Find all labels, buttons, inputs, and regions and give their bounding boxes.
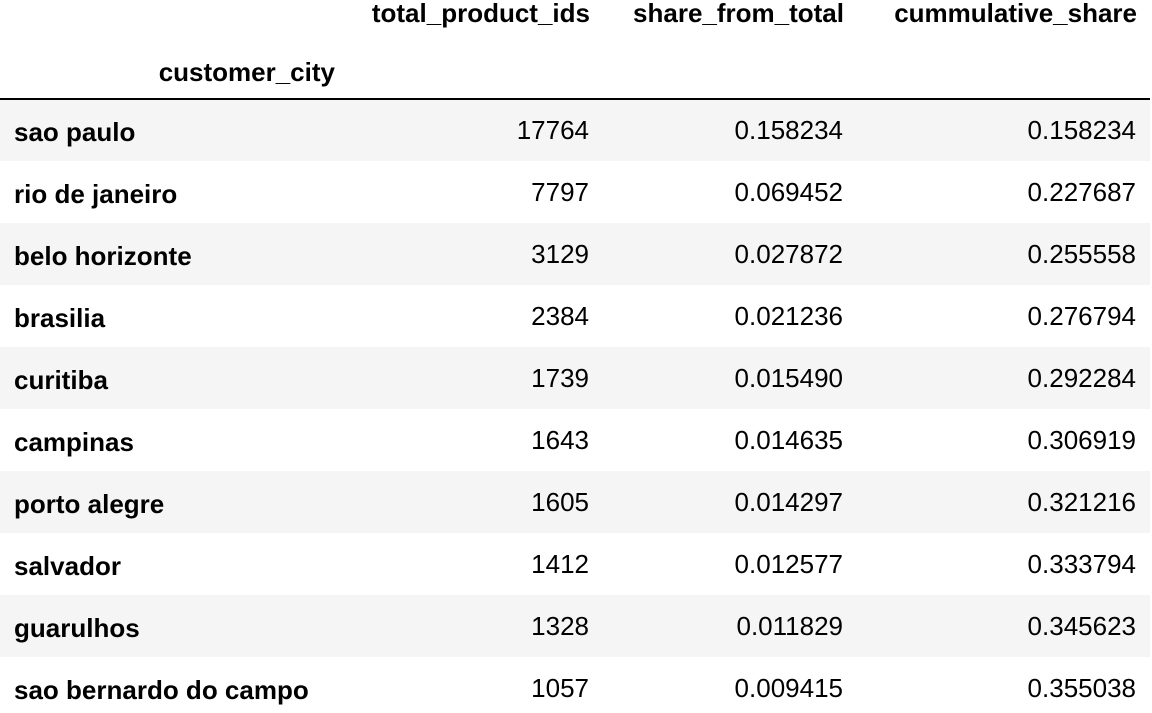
table-row: guarulhos 1328 0.011829 0.345623 (0, 595, 1150, 657)
cell-share-from-total: 0.014635 (734, 424, 843, 455)
row-index-city: campinas (14, 426, 134, 457)
column-header-row: total_product_ids share_from_total cummu… (0, 0, 1150, 26)
cell-total-product-ids: 1412 (531, 548, 589, 579)
column-header-total-product-ids: total_product_ids (371, 0, 590, 28)
cell-share-from-total: 0.011829 (736, 610, 843, 641)
cell-total-product-ids: 3129 (531, 238, 589, 269)
cell-cummulative-share: 0.276794 (1027, 300, 1136, 331)
cell-cummulative-share: 0.306919 (1027, 424, 1136, 455)
cell-total-product-ids: 1643 (531, 424, 589, 455)
cell-total-product-ids: 1605 (531, 486, 589, 517)
row-index-city: belo horizonte (14, 240, 192, 271)
table-row: porto alegre 1605 0.014297 0.321216 (0, 471, 1150, 533)
row-index-city: sao paulo (14, 117, 136, 147)
cell-share-from-total: 0.069452 (734, 176, 843, 207)
column-header-cummulative-share: cummulative_share (894, 0, 1137, 28)
cell-cummulative-share: 0.227687 (1027, 176, 1136, 207)
row-index-city: curitiba (14, 364, 108, 395)
cell-cummulative-share: 0.158234 (1027, 115, 1136, 145)
cell-cummulative-share: 0.292284 (1027, 362, 1136, 393)
cell-share-from-total: 0.158234 (734, 115, 843, 145)
cell-total-product-ids: 1057 (531, 672, 589, 703)
cell-share-from-total: 0.009415 (734, 672, 843, 703)
cell-cummulative-share: 0.333794 (1027, 548, 1136, 579)
table-body: sao paulo 17764 0.158234 0.158234 rio de jan… (0, 99, 1150, 713)
cell-total-product-ids: 7797 (531, 176, 589, 207)
cell-share-from-total: 0.014297 (734, 486, 843, 517)
cell-cummulative-share: 0.321216 (1027, 486, 1136, 517)
row-index-city: brasilia (14, 302, 106, 333)
cell-total-product-ids: 1328 (531, 610, 589, 641)
table-row: salvador 1412 0.012577 0.333794 (0, 533, 1150, 595)
table-row: brasilia 2384 0.021236 0.276794 (0, 285, 1150, 347)
cell-share-from-total: 0.012577 (734, 548, 843, 579)
cell-total-product-ids: 1739 (531, 362, 589, 393)
row-index-city: porto alegre (14, 488, 165, 519)
cell-share-from-total: 0.027872 (734, 238, 843, 269)
table-row: sao bernardo do campo 1057 0.009415 0.35503… (0, 657, 1150, 713)
table-row: rio de janeiro 7797 0.069452 0.227687 (0, 161, 1150, 223)
blank-corner-cell (0, 0, 349, 26)
table-row: campinas 1643 0.014635 0.306919 (0, 409, 1150, 471)
table-row: sao paulo 17764 0.158234 0.158234 (0, 99, 1150, 161)
index-name-header: customer_city (0, 26, 349, 100)
index-row-blank-cell (857, 26, 1150, 100)
table-row: belo horizonte 3129 0.027872 0.255558 (0, 223, 1150, 285)
index-row-blank-cell (603, 26, 857, 100)
cell-share-from-total: 0.015490 (734, 362, 843, 393)
index-name-row: customer_city (0, 26, 1150, 100)
cell-cummulative-share: 0.255558 (1027, 238, 1136, 269)
row-index-city: sao bernardo do campo (14, 674, 309, 705)
index-row-blank-cell (349, 26, 603, 100)
cell-total-product-ids: 2384 (531, 300, 589, 331)
row-index-city: rio de janeiro (14, 178, 178, 209)
row-index-city: salvador (14, 550, 121, 581)
row-index-city: guarulhos (14, 612, 140, 643)
cell-share-from-total: 0.021236 (734, 300, 843, 331)
table-header: total_product_ids share_from_total cummu… (0, 0, 1150, 100)
cell-cummulative-share: 0.345623 (1027, 610, 1136, 641)
table-row: curitiba 1739 0.015490 0.292284 (0, 347, 1150, 409)
cell-cummulative-share: 0.355038 (1027, 672, 1136, 703)
cell-total-product-ids: 17764 (516, 115, 589, 145)
column-header-share-from-total: share_from_total (633, 0, 844, 28)
